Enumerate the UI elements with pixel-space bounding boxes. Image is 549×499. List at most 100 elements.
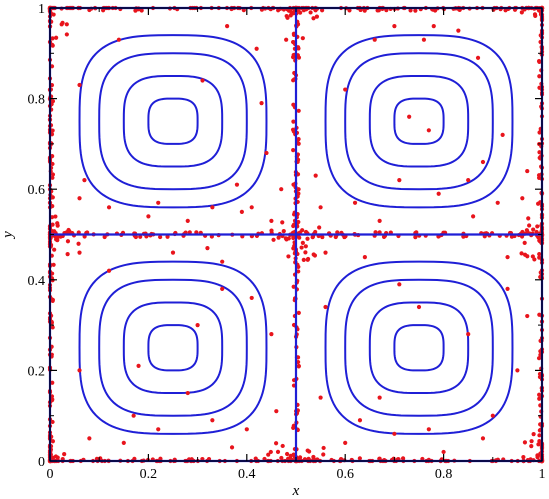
corner-particle-922 — [286, 236, 291, 241]
particle-6 — [279, 187, 284, 192]
particle-3 — [259, 101, 264, 106]
sep-particle-v51 — [50, 419, 55, 425]
particle-0 — [200, 78, 205, 83]
particle-19 — [239, 209, 244, 214]
corner-particle-1112 — [533, 13, 538, 18]
particle-57 — [77, 368, 82, 373]
corner-particle-915 — [271, 237, 276, 242]
particle-4 — [264, 150, 269, 156]
corner-particle-931 — [297, 235, 302, 240]
particle-46 — [220, 259, 225, 264]
particle-27 — [466, 178, 471, 183]
particle-18 — [185, 218, 190, 224]
corner-particle-916 — [283, 236, 288, 241]
particle-28 — [495, 200, 500, 205]
sep-particle-v427 — [291, 148, 296, 153]
particle-22 — [421, 37, 427, 42]
sep-particle-v677 — [537, 85, 542, 90]
particle-52 — [210, 418, 215, 423]
contour-c3-l3 — [393, 97, 445, 145]
sep-particle-v135 — [50, 175, 55, 180]
corner-particle-777 — [280, 443, 285, 449]
y-tick-label-0: 0 — [38, 455, 45, 470]
particle-40 — [397, 178, 402, 183]
corner-particle-903 — [300, 240, 305, 245]
sep-particle-v475 — [296, 363, 301, 369]
particle-47 — [220, 286, 225, 291]
sep-particle-v451 — [296, 191, 301, 196]
corner-particle-756 — [53, 454, 58, 459]
sep-particle-h418 — [133, 234, 138, 240]
sep-particle-v367 — [296, 187, 301, 192]
corner-particle-977 — [527, 223, 532, 228]
contour-c2-l3 — [147, 97, 199, 145]
contour-c2-l0 — [78, 34, 268, 209]
corner-particle-935 — [303, 250, 308, 255]
sep-particle-h276 — [413, 235, 418, 240]
streamline-contours — [78, 34, 514, 435]
particle-2 — [254, 46, 259, 51]
contour-c3-l0 — [324, 34, 514, 209]
particle-35 — [407, 114, 412, 119]
particle-56 — [249, 295, 254, 301]
corner-particle-865 — [65, 239, 71, 244]
contour-c1-l1 — [344, 278, 494, 417]
sep-particle-v609 — [537, 252, 542, 257]
corner-particle-1028 — [60, 20, 65, 26]
particle-68 — [515, 368, 520, 373]
particle-1 — [284, 37, 289, 42]
corner-particle-927 — [311, 252, 316, 257]
particle-67 — [505, 255, 510, 260]
corner-particle-1061 — [300, 36, 305, 41]
corner-particle-851 — [529, 439, 534, 444]
particle-70 — [480, 436, 486, 441]
y-tick-label-3: 0.6 — [28, 183, 46, 198]
corner-particle-874 — [67, 229, 72, 234]
x-tick-label-1: 0.2 — [140, 467, 158, 482]
contour-c3-l2 — [368, 74, 470, 168]
sep-particle-v595 — [536, 173, 542, 178]
sep-particle-v255 — [296, 269, 301, 274]
particle-64 — [397, 282, 402, 287]
corner-particle-953 — [536, 201, 541, 206]
sep-particle-h434 — [373, 230, 378, 235]
sep-particle-v645 — [537, 396, 542, 401]
contour-c3-l1 — [344, 52, 494, 191]
particle-62 — [323, 250, 328, 255]
x-axis-label: x — [292, 483, 300, 499]
particle-7 — [210, 205, 215, 210]
corner-particle-1068 — [311, 16, 316, 21]
particle-69 — [490, 413, 495, 418]
corner-particle-872 — [65, 252, 70, 257]
sep-particle-v597 — [536, 59, 542, 64]
corner-particle-747 — [62, 452, 67, 457]
particle-10 — [146, 214, 151, 219]
corner-particle-782 — [266, 452, 271, 457]
x-tick-label-2: 0.4 — [238, 467, 256, 482]
particle-15 — [116, 37, 121, 42]
corner-particle-821 — [522, 440, 528, 445]
contour-c2-l2 — [122, 74, 224, 168]
sep-particle-v245 — [291, 284, 296, 289]
corner-particle-946 — [531, 227, 536, 232]
x-tick-label-4: 0.8 — [435, 467, 453, 482]
particle-54 — [274, 409, 279, 414]
corner-particle-894 — [76, 241, 81, 246]
particle-23 — [456, 28, 461, 33]
corner-particle-877 — [55, 221, 60, 226]
sep-particle-v111 — [50, 325, 55, 330]
sep-particle-v625 — [537, 392, 542, 397]
y-tick-label-1: 0.2 — [28, 364, 46, 379]
corner-particle-880 — [55, 238, 60, 243]
sep-particle-h706 — [413, 8, 418, 13]
particle-5 — [234, 182, 240, 187]
particle-9 — [106, 205, 112, 210]
particle-21 — [392, 24, 397, 29]
corner-particle-988 — [522, 240, 527, 245]
corner-particle-789 — [311, 454, 316, 460]
particle-34 — [343, 87, 348, 92]
corner-particle-925 — [300, 228, 305, 233]
axis-ticks — [49, 7, 543, 462]
sep-particle-h676 — [408, 8, 413, 13]
